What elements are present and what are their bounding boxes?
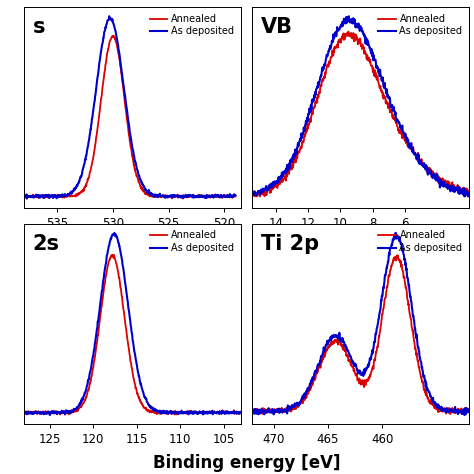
As deposited <box>316 83 321 89</box>
As deposited <box>21 410 27 415</box>
Legend: Annealed, As deposited: Annealed, As deposited <box>376 228 465 255</box>
Annealed <box>333 45 339 51</box>
As deposited <box>337 336 343 341</box>
Annealed <box>238 410 244 415</box>
As deposited <box>93 336 99 342</box>
As deposited <box>108 16 113 21</box>
Legend: Annealed, As deposited: Annealed, As deposited <box>148 228 236 255</box>
As deposited <box>296 140 302 146</box>
As deposited <box>428 392 433 398</box>
Annealed <box>91 154 96 159</box>
Annealed <box>296 149 302 155</box>
Line: As deposited: As deposited <box>252 233 469 415</box>
Annealed <box>246 196 252 201</box>
Annealed <box>346 29 351 35</box>
Line: As deposited: As deposited <box>24 16 236 199</box>
Annealed <box>180 196 185 201</box>
Annealed <box>249 409 255 414</box>
As deposited <box>47 412 53 418</box>
As deposited <box>320 348 326 354</box>
As deposited <box>333 33 339 39</box>
As deposited <box>200 409 205 415</box>
Legend: Annealed, As deposited: Annealed, As deposited <box>376 12 465 38</box>
As deposited <box>346 13 352 19</box>
As deposited <box>91 105 97 110</box>
As deposited <box>409 140 414 146</box>
As deposited <box>74 405 80 410</box>
Annealed <box>466 187 472 193</box>
Annealed <box>428 397 433 403</box>
As deposited <box>302 394 308 400</box>
Text: s: s <box>32 17 45 37</box>
As deposited <box>241 191 246 197</box>
Annealed <box>233 193 238 199</box>
As deposited <box>427 170 432 176</box>
Annealed <box>195 192 201 198</box>
Text: VB: VB <box>261 17 292 37</box>
Annealed <box>337 342 343 348</box>
Line: Annealed: Annealed <box>244 32 469 199</box>
Annealed <box>140 402 146 408</box>
Annealed <box>110 33 116 38</box>
Line: Annealed: Annealed <box>252 255 469 414</box>
Text: 2s: 2s <box>32 234 59 254</box>
Annealed <box>137 180 142 185</box>
As deposited <box>365 36 370 42</box>
Annealed <box>365 52 370 58</box>
As deposited <box>249 410 255 415</box>
Annealed <box>21 194 27 200</box>
As deposited <box>21 193 27 199</box>
Line: As deposited: As deposited <box>244 16 469 197</box>
Annealed <box>427 164 432 170</box>
Annealed <box>74 408 80 413</box>
Annealed <box>200 410 205 415</box>
Annealed <box>107 38 113 44</box>
As deposited <box>195 194 201 200</box>
Line: As deposited: As deposited <box>24 233 241 415</box>
As deposited <box>233 192 238 198</box>
Annealed <box>302 396 308 401</box>
Annealed <box>320 351 326 356</box>
Annealed <box>316 95 321 100</box>
Annealed <box>466 407 472 413</box>
As deposited <box>24 196 30 201</box>
As deposited <box>137 175 143 181</box>
As deposited <box>462 412 467 418</box>
As deposited <box>410 314 416 319</box>
Annealed <box>367 374 373 379</box>
As deposited <box>73 184 79 190</box>
Line: Annealed: Annealed <box>24 36 236 199</box>
As deposited <box>238 410 244 416</box>
Legend: Annealed, As deposited: Annealed, As deposited <box>148 12 236 38</box>
As deposited <box>466 191 472 197</box>
Annealed <box>409 146 414 152</box>
Annealed <box>21 410 27 416</box>
As deposited <box>111 230 117 236</box>
Annealed <box>110 253 116 258</box>
As deposited <box>393 230 399 236</box>
Text: Ti 2p: Ti 2p <box>261 234 319 254</box>
As deposited <box>178 193 184 199</box>
As deposited <box>367 357 373 363</box>
As deposited <box>182 409 188 415</box>
As deposited <box>110 232 116 237</box>
Annealed <box>394 253 400 258</box>
As deposited <box>140 388 146 394</box>
Annealed <box>62 412 68 418</box>
As deposited <box>246 194 252 200</box>
Annealed <box>182 410 188 415</box>
Annealed <box>410 327 416 333</box>
Annealed <box>73 193 78 199</box>
Annealed <box>178 195 183 201</box>
Line: Annealed: Annealed <box>24 255 241 415</box>
Annealed <box>447 411 453 417</box>
Annealed <box>241 191 246 197</box>
As deposited <box>107 13 112 19</box>
As deposited <box>466 407 472 412</box>
Annealed <box>110 252 116 258</box>
Annealed <box>93 350 99 356</box>
Text: Binding energy [eV]: Binding energy [eV] <box>153 454 340 472</box>
